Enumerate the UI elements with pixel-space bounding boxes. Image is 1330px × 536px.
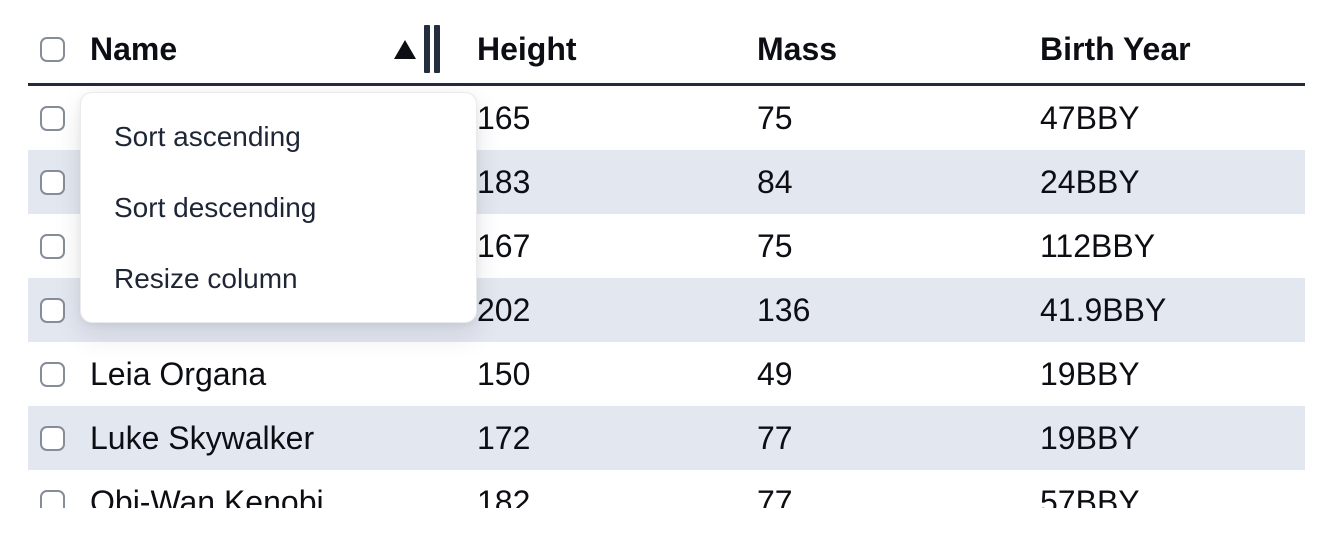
column-resize-handle-icon[interactable]	[424, 25, 440, 73]
cell-birth-year: 41.9BBY	[1040, 291, 1167, 328]
cell-name: Luke Skywalker	[90, 419, 315, 456]
table-row: 202 136 41.9BBY	[28, 278, 1305, 342]
select-all-checkbox[interactable]	[40, 36, 65, 62]
column-context-menu: Sort ascending Sort descending Resize co…	[80, 92, 477, 323]
cell-height: 167	[477, 227, 531, 264]
cell-mass: 84	[757, 163, 793, 200]
cell-birth-year: 24BBY	[1040, 163, 1140, 200]
row-checkbox[interactable]	[40, 169, 65, 195]
cell-mass: 75	[757, 99, 793, 136]
cell-mass: 49	[757, 355, 793, 392]
cell-mass: 77	[757, 483, 793, 509]
column-header-birth-year[interactable]: Birth Year	[1040, 30, 1191, 67]
row-checkbox[interactable]	[40, 105, 65, 131]
row-checkbox[interactable]	[40, 233, 65, 259]
row-select-cell	[28, 406, 90, 470]
table-row: Luke Skywalker 172 77 19BBY	[28, 406, 1305, 470]
cell-birth-year: 19BBY	[1040, 419, 1140, 456]
column-header-name[interactable]: Name	[90, 15, 477, 83]
row-select-cell	[28, 214, 90, 278]
name-header-icons	[394, 25, 440, 73]
cell-birth-year: 112BBY	[1040, 227, 1156, 264]
menu-item-resize-column[interactable]: Resize column	[114, 262, 298, 294]
sort-ascending-icon	[394, 39, 416, 59]
select-all-cell	[28, 15, 90, 83]
row-select-cell	[28, 86, 90, 150]
cell-name: Obi-Wan Kenobi	[90, 483, 324, 509]
cell-mass: 136	[757, 291, 811, 328]
cell-birth-year: 47BBY	[1040, 99, 1140, 136]
table-row: 165 75 47BBY	[28, 86, 1305, 150]
row-checkbox[interactable]	[40, 489, 65, 508]
row-select-cell	[28, 278, 90, 342]
cell-height: 150	[477, 355, 531, 392]
row-checkbox[interactable]	[40, 425, 65, 451]
data-table: Name Height Mass Birth Year 165 75 47BBY…	[28, 0, 1305, 508]
row-checkbox[interactable]	[40, 297, 65, 323]
table-row: 167 75 112BBY	[28, 214, 1305, 278]
column-header-height[interactable]: Height	[477, 30, 577, 67]
menu-item-sort-ascending[interactable]: Sort ascending	[114, 120, 301, 152]
column-label-name: Name	[90, 30, 178, 67]
cell-birth-year: 19BBY	[1040, 355, 1140, 392]
row-select-cell	[28, 150, 90, 214]
cell-mass: 75	[757, 227, 793, 264]
table-row: Leia Organa 150 49 19BBY	[28, 342, 1305, 406]
row-checkbox[interactable]	[40, 361, 65, 387]
cell-height: 182	[477, 483, 531, 509]
cell-height: 202	[477, 291, 531, 328]
row-select-cell	[28, 470, 90, 508]
cell-height: 172	[477, 419, 531, 456]
menu-item-sort-descending[interactable]: Sort descending	[114, 191, 317, 223]
column-header-mass[interactable]: Mass	[757, 30, 838, 67]
table-row: Obi-Wan Kenobi 182 77 57BBY	[28, 470, 1305, 508]
cell-height: 183	[477, 163, 531, 200]
row-select-cell	[28, 342, 90, 406]
cell-birth-year: 57BBY	[1040, 483, 1140, 509]
cell-name: Leia Organa	[90, 355, 267, 392]
cell-mass: 77	[757, 419, 793, 456]
cell-height: 165	[477, 99, 531, 136]
table-header: Name Height Mass Birth Year	[28, 0, 1305, 86]
